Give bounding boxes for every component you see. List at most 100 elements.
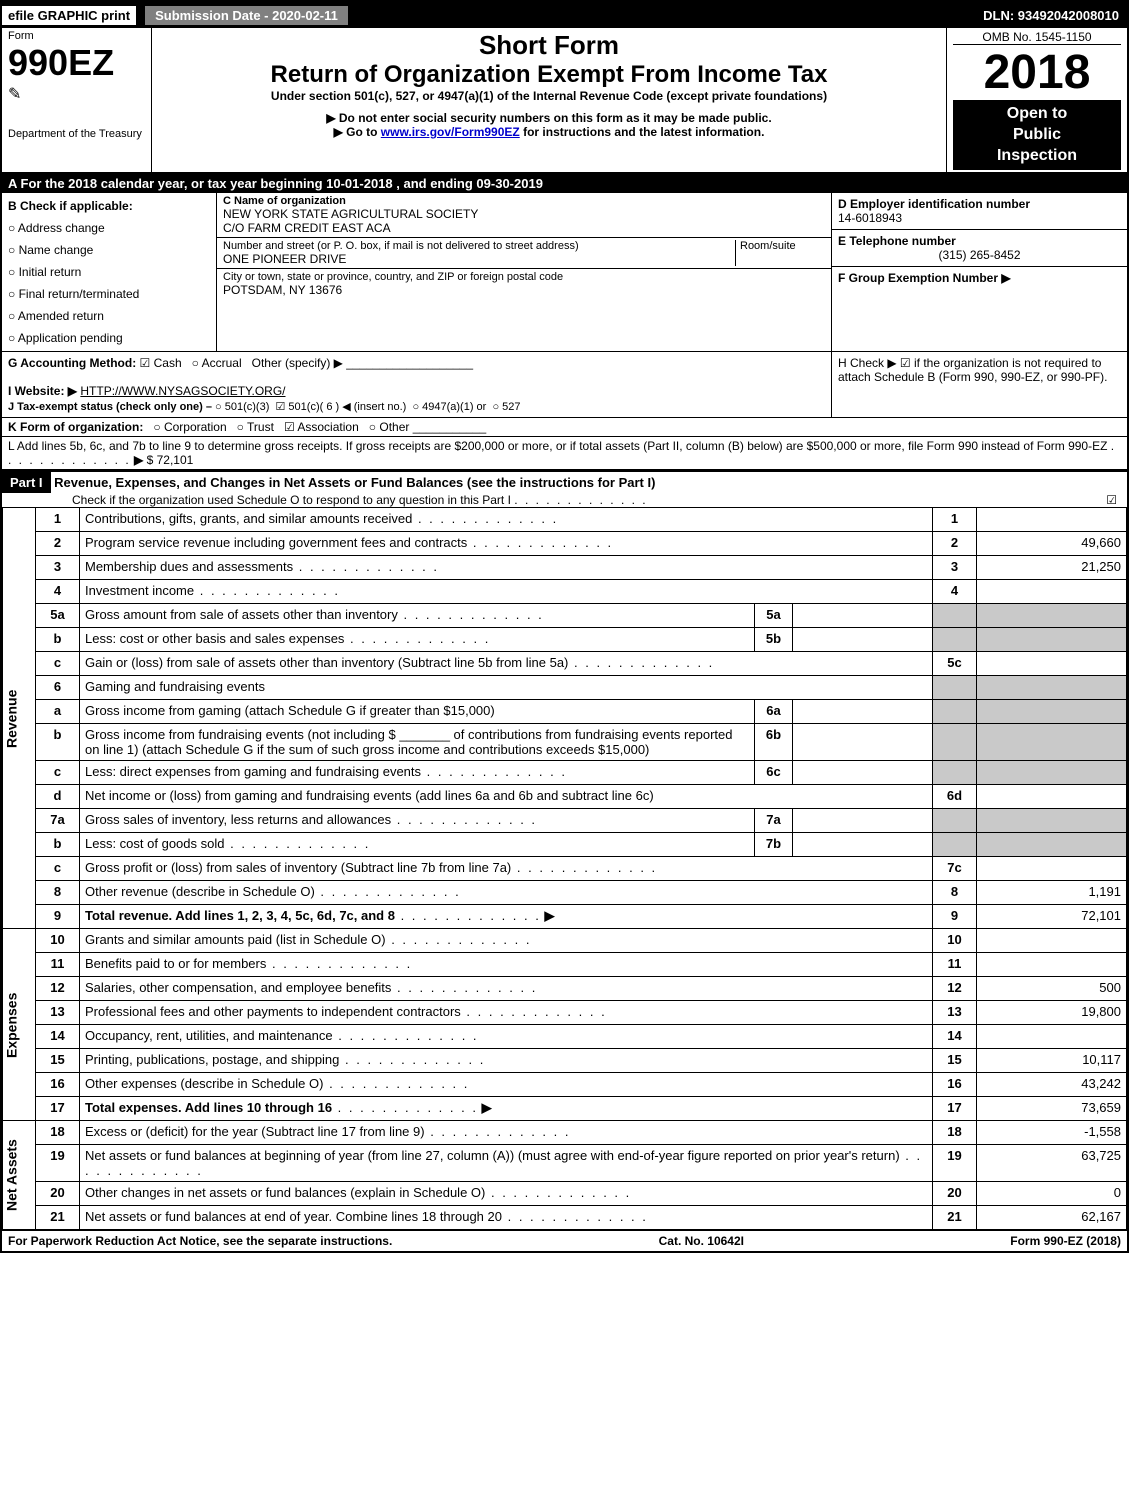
line-val: [977, 508, 1127, 532]
part1-checkbox[interactable]: ☑: [1106, 493, 1127, 507]
line-id: 19: [933, 1145, 977, 1182]
line-num: 18: [36, 1121, 80, 1145]
part1-sub: Check if the organization used Schedule …: [2, 493, 1127, 507]
sub-id: 6a: [755, 700, 793, 724]
line-desc: Total expenses. Add lines 10 through 16: [85, 1100, 332, 1115]
dept-label: Department of the Treasury: [8, 128, 145, 140]
line-id: 4: [933, 580, 977, 604]
form-990ez-page: efile GRAPHIC print Submission Date - 20…: [0, 0, 1129, 1253]
line-id: 18: [933, 1121, 977, 1145]
e-label: E Telephone number: [838, 234, 1121, 248]
line-val: [977, 929, 1127, 953]
line-desc: Gain or (loss) from sale of assets other…: [85, 655, 714, 670]
f-label: F Group Exemption Number ▶: [838, 271, 1121, 285]
section-b-grid: B Check if applicable: Address change Na…: [2, 193, 1127, 352]
line-id: 13: [933, 1001, 977, 1025]
gh-block: G Accounting Method: Cash Accrual Other …: [2, 352, 1127, 418]
shade-cell: [933, 724, 977, 761]
line-desc: Other expenses (describe in Schedule O): [85, 1076, 469, 1091]
part1-header-row: Part I Revenue, Expenses, and Changes in…: [2, 470, 1127, 507]
sub-val: [793, 761, 933, 785]
k-row: K Form of organization: Corporation Trus…: [2, 418, 1127, 437]
k-assoc[interactable]: Association: [284, 420, 359, 434]
sub-id: 7a: [755, 809, 793, 833]
sub-val: [793, 809, 933, 833]
goto-note: ▶ Go to www.irs.gov/Form990EZ for instru…: [158, 125, 940, 139]
irs-link[interactable]: www.irs.gov/Form990EZ: [381, 125, 520, 139]
h-box: H Check ▶ ☑ if the organization is not r…: [832, 352, 1127, 417]
line-val: -1,558: [977, 1121, 1127, 1145]
chk-amended-return[interactable]: Amended return: [8, 305, 210, 327]
line-num: b: [36, 724, 80, 761]
city-label: City or town, state or province, country…: [223, 271, 825, 283]
line-id: 8: [933, 881, 977, 905]
chk-initial-return[interactable]: Initial return: [8, 261, 210, 283]
g-cash[interactable]: Cash: [140, 356, 182, 370]
shade-cell: [933, 628, 977, 652]
main-title: Return of Organization Exempt From Incom…: [158, 61, 940, 89]
line-id: 7c: [933, 857, 977, 881]
sub-id: 7b: [755, 833, 793, 857]
g-other: Other (specify) ▶: [252, 356, 343, 370]
shade-cell: [977, 604, 1127, 628]
j-527[interactable]: 527: [492, 401, 520, 413]
line-num: 13: [36, 1001, 80, 1025]
sub-id: 6c: [755, 761, 793, 785]
j-501c3[interactable]: 501(c)(3): [215, 401, 269, 413]
k-other[interactable]: Other: [369, 420, 410, 434]
g-row: G Accounting Method: Cash Accrual Other …: [8, 356, 825, 370]
line-id: 9: [933, 905, 977, 929]
line-num: 7a: [36, 809, 80, 833]
lines-table: Revenue 1 Contributions, gifts, grants, …: [2, 507, 1127, 1230]
shade-cell: [977, 700, 1127, 724]
line-id: 20: [933, 1182, 977, 1206]
ssn-note: ▶ Do not enter social security numbers o…: [158, 111, 940, 125]
chk-name-change[interactable]: Name change: [8, 239, 210, 261]
line-id: 14: [933, 1025, 977, 1049]
line-num: c: [36, 761, 80, 785]
subtitle: Under section 501(c), 527, or 4947(a)(1)…: [158, 89, 940, 103]
line-num: 1: [36, 508, 80, 532]
line-num: 4: [36, 580, 80, 604]
j-4947[interactable]: 4947(a)(1) or: [412, 401, 486, 413]
inspection-2: Public: [957, 125, 1117, 146]
line-desc: Grants and similar amounts paid (list in…: [85, 932, 532, 947]
org-name: NEW YORK STATE AGRICULTURAL SOCIETY: [223, 207, 825, 221]
chk-address-change[interactable]: Address change: [8, 217, 210, 239]
line-val: 1,191: [977, 881, 1127, 905]
line-val: 0: [977, 1182, 1127, 1206]
line-id: 21: [933, 1206, 977, 1230]
line-num: c: [36, 857, 80, 881]
line-desc: Benefits paid to or for members: [85, 956, 412, 971]
arrow-icon: [478, 1100, 492, 1115]
line-id: 3: [933, 556, 977, 580]
period-begin: 10-01-2018: [326, 176, 393, 191]
arrow-icon: [541, 908, 555, 923]
street: ONE PIONEER DRIVE: [223, 252, 735, 266]
line-num: 6: [36, 676, 80, 700]
line-desc: Net income or (loss) from gaming and fun…: [80, 785, 933, 809]
j-row: J Tax-exempt status (check only one) – 5…: [8, 400, 825, 413]
line-val: [977, 1025, 1127, 1049]
i-label: I Website: ▶: [8, 384, 77, 398]
k-corp[interactable]: Corporation: [153, 420, 226, 434]
line-desc: Excess or (deficit) for the year (Subtra…: [85, 1124, 571, 1139]
line-val: 63,725: [977, 1145, 1127, 1182]
j-501c[interactable]: 501(c)( 6 ) ◀ (insert no.): [276, 401, 407, 413]
g-accrual[interactable]: Accrual: [192, 356, 242, 370]
shade-cell: [933, 676, 977, 700]
street-label: Number and street (or P. O. box, if mail…: [223, 240, 735, 252]
chk-application-pending[interactable]: Application pending: [8, 327, 210, 349]
chk-final-return[interactable]: Final return/terminated: [8, 283, 210, 305]
sub-id: 6b: [755, 724, 793, 761]
period-row: A For the 2018 calendar year, or tax yea…: [2, 174, 1127, 193]
line-val: 72,101: [977, 905, 1127, 929]
line-desc: Professional fees and other payments to …: [85, 1004, 607, 1019]
website: HTTP://WWW.NYSAGSOCIETY.ORG/: [80, 384, 285, 398]
line-id: 17: [933, 1097, 977, 1121]
k-trust[interactable]: Trust: [237, 420, 274, 434]
line-desc: Program service revenue including govern…: [85, 535, 613, 550]
line-desc: Other changes in net assets or fund bala…: [85, 1185, 631, 1200]
g-label: G Accounting Method:: [8, 356, 136, 370]
line-num: 2: [36, 532, 80, 556]
